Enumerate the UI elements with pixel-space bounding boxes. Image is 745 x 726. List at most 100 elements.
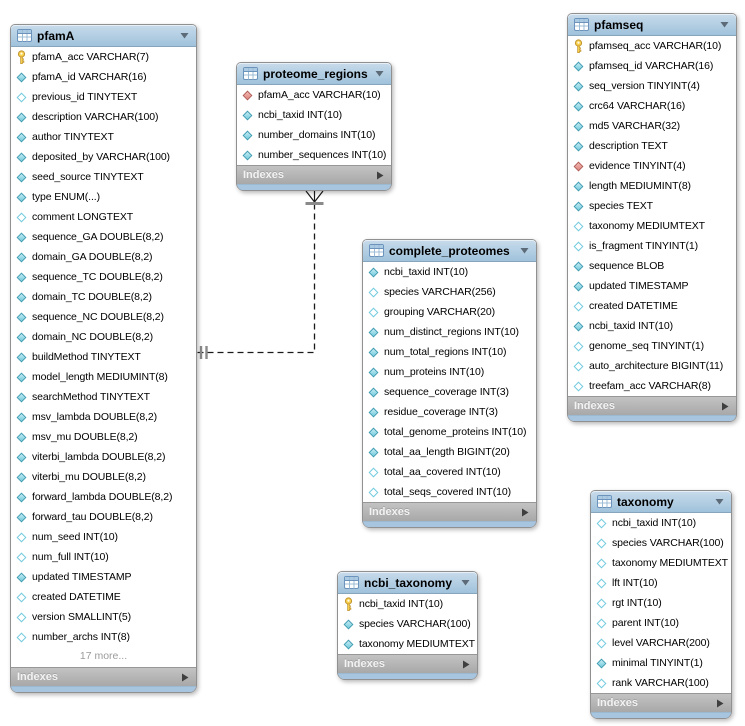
expand-arrow-icon[interactable] bbox=[376, 171, 384, 180]
column-row[interactable]: domain_GA DOUBLE(8,2) bbox=[11, 247, 196, 267]
column-row[interactable]: ncbi_taxid INT(10) bbox=[338, 594, 477, 614]
column-row[interactable]: species VARCHAR(100) bbox=[591, 533, 731, 553]
column-row[interactable]: comment LONGTEXT bbox=[11, 207, 196, 227]
column-row[interactable]: num_full INT(10) bbox=[11, 547, 196, 567]
column-row[interactable]: sequence_GA DOUBLE(8,2) bbox=[11, 227, 196, 247]
more-columns-indicator[interactable]: 17 more... bbox=[79, 650, 128, 662]
column-row[interactable]: species TEXT bbox=[568, 196, 736, 216]
column-row[interactable]: sequence_coverage INT(3) bbox=[363, 382, 536, 402]
column-row[interactable]: deposited_by VARCHAR(100) bbox=[11, 147, 196, 167]
table-header[interactable]: ncbi_taxonomy bbox=[338, 572, 477, 594]
column-row[interactable]: lft INT(10) bbox=[591, 573, 731, 593]
relationship-line[interactable] bbox=[197, 205, 316, 354]
db-table-complete_proteomes[interactable]: complete_proteomes ncbi_taxid INT(10) sp… bbox=[362, 239, 537, 528]
indexes-footer[interactable]: Indexes bbox=[568, 396, 736, 415]
column-row[interactable]: seed_source TINYTEXT bbox=[11, 167, 196, 187]
column-row[interactable]: parent INT(10) bbox=[591, 613, 731, 633]
column-row[interactable]: buildMethod TINYTEXT bbox=[11, 347, 196, 367]
column-row[interactable]: num_seed INT(10) bbox=[11, 527, 196, 547]
column-row[interactable]: minimal TINYINT(1) bbox=[591, 653, 731, 673]
column-row[interactable]: pfamseq_acc VARCHAR(10) bbox=[568, 36, 736, 56]
column-row[interactable]: number_sequences INT(10) bbox=[237, 145, 391, 165]
column-row[interactable]: model_length MEDIUMINT(8) bbox=[11, 367, 196, 387]
column-row[interactable]: taxonomy MEDIUMTEXT bbox=[591, 553, 731, 573]
column-row[interactable]: created DATETIME bbox=[568, 296, 736, 316]
column-row[interactable]: species VARCHAR(100) bbox=[338, 614, 477, 634]
column-row[interactable]: forward_lambda DOUBLE(8,2) bbox=[11, 487, 196, 507]
column-row[interactable]: auto_architecture BIGINT(11) bbox=[568, 356, 736, 376]
column-row[interactable]: description VARCHAR(100) bbox=[11, 107, 196, 127]
table-header[interactable]: proteome_regions bbox=[237, 63, 391, 85]
collapse-arrow-icon[interactable] bbox=[375, 70, 384, 77]
column-row[interactable]: crc64 VARCHAR(16) bbox=[568, 96, 736, 116]
indexes-footer[interactable]: Indexes bbox=[591, 693, 731, 712]
db-table-ncbi_taxonomy[interactable]: ncbi_taxonomy ncbi_taxid INT(10) species… bbox=[337, 571, 478, 680]
collapse-arrow-icon[interactable] bbox=[180, 32, 189, 39]
column-row[interactable]: number_archs INT(8) bbox=[11, 627, 196, 647]
column-row[interactable]: num_proteins INT(10) bbox=[363, 362, 536, 382]
column-row[interactable]: md5 VARCHAR(32) bbox=[568, 116, 736, 136]
column-row[interactable]: rank VARCHAR(100) bbox=[591, 673, 731, 693]
column-row[interactable]: version SMALLINT(5) bbox=[11, 607, 196, 627]
relationship-proteome_regions-pfamA[interactable] bbox=[197, 190, 324, 359]
column-row[interactable]: grouping VARCHAR(20) bbox=[363, 302, 536, 322]
db-table-proteome_regions[interactable]: proteome_regions pfamA_acc VARCHAR(10) n… bbox=[236, 62, 392, 191]
table-header[interactable]: pfamA bbox=[11, 25, 196, 47]
column-row[interactable]: total_aa_covered INT(10) bbox=[363, 462, 536, 482]
collapse-arrow-icon[interactable] bbox=[461, 579, 470, 586]
table-header[interactable]: taxonomy bbox=[591, 491, 731, 513]
column-row[interactable]: domain_NC DOUBLE(8,2) bbox=[11, 327, 196, 347]
column-row[interactable]: ncbi_taxid INT(10) bbox=[363, 262, 536, 282]
column-row[interactable]: level VARCHAR(200) bbox=[591, 633, 731, 653]
collapse-arrow-icon[interactable] bbox=[720, 21, 729, 28]
column-row[interactable]: pfamA_id VARCHAR(16) bbox=[11, 67, 196, 87]
expand-arrow-icon[interactable] bbox=[721, 402, 729, 411]
column-row[interactable]: seq_version TINYINT(4) bbox=[568, 76, 736, 96]
expand-arrow-icon[interactable] bbox=[521, 508, 529, 517]
column-row[interactable]: genome_seq TINYINT(1) bbox=[568, 336, 736, 356]
column-row[interactable]: description TEXT bbox=[568, 136, 736, 156]
table-header[interactable]: complete_proteomes bbox=[363, 240, 536, 262]
column-row[interactable]: total_aa_length BIGINT(20) bbox=[363, 442, 536, 462]
indexes-footer[interactable]: Indexes bbox=[237, 165, 391, 184]
db-table-taxonomy[interactable]: taxonomy ncbi_taxid INT(10) species VARC… bbox=[590, 490, 732, 719]
collapse-arrow-icon[interactable] bbox=[715, 498, 724, 505]
column-row[interactable]: author TINYTEXT bbox=[11, 127, 196, 147]
column-row[interactable]: total_seqs_covered INT(10) bbox=[363, 482, 536, 502]
column-row[interactable]: num_distinct_regions INT(10) bbox=[363, 322, 536, 342]
column-row[interactable]: viterbi_mu DOUBLE(8,2) bbox=[11, 467, 196, 487]
column-row[interactable]: number_domains INT(10) bbox=[237, 125, 391, 145]
expand-arrow-icon[interactable] bbox=[462, 660, 470, 669]
column-row[interactable]: updated TIMESTAMP bbox=[11, 567, 196, 587]
expand-arrow-icon[interactable] bbox=[181, 673, 189, 682]
indexes-footer[interactable]: Indexes bbox=[338, 654, 477, 673]
column-row[interactable]: pfamA_acc VARCHAR(7) bbox=[11, 47, 196, 67]
column-row[interactable]: sequence_NC DOUBLE(8,2) bbox=[11, 307, 196, 327]
column-row[interactable]: sequence_TC DOUBLE(8,2) bbox=[11, 267, 196, 287]
column-row[interactable]: domain_TC DOUBLE(8,2) bbox=[11, 287, 196, 307]
indexes-footer[interactable]: Indexes bbox=[11, 667, 196, 686]
column-row[interactable]: created DATETIME bbox=[11, 587, 196, 607]
column-row[interactable]: updated TIMESTAMP bbox=[568, 276, 736, 296]
column-row[interactable]: species VARCHAR(256) bbox=[363, 282, 536, 302]
column-row[interactable]: rgt INT(10) bbox=[591, 593, 731, 613]
column-row[interactable]: is_fragment TINYINT(1) bbox=[568, 236, 736, 256]
column-row[interactable]: taxonomy MEDIUMTEXT bbox=[568, 216, 736, 236]
column-row[interactable]: forward_tau DOUBLE(8,2) bbox=[11, 507, 196, 527]
db-table-pfamseq[interactable]: pfamseq pfamseq_acc VARCHAR(10) pfamseq_… bbox=[567, 13, 737, 422]
column-row[interactable]: ncbi_taxid INT(10) bbox=[568, 316, 736, 336]
column-row[interactable]: sequence BLOB bbox=[568, 256, 736, 276]
column-row[interactable]: taxonomy MEDIUMTEXT bbox=[338, 634, 477, 654]
column-row[interactable]: ncbi_taxid INT(10) bbox=[591, 513, 731, 533]
expand-arrow-icon[interactable] bbox=[716, 699, 724, 708]
column-row[interactable]: type ENUM(...) bbox=[11, 187, 196, 207]
column-row[interactable]: previous_id TINYTEXT bbox=[11, 87, 196, 107]
indexes-footer[interactable]: Indexes bbox=[363, 502, 536, 521]
column-row[interactable]: msv_mu DOUBLE(8,2) bbox=[11, 427, 196, 447]
column-row[interactable]: evidence TINYINT(4) bbox=[568, 156, 736, 176]
column-row[interactable]: num_total_regions INT(10) bbox=[363, 342, 536, 362]
column-row[interactable]: length MEDIUMINT(8) bbox=[568, 176, 736, 196]
column-row[interactable]: residue_coverage INT(3) bbox=[363, 402, 536, 422]
collapse-arrow-icon[interactable] bbox=[520, 247, 529, 254]
column-row[interactable]: msv_lambda DOUBLE(8,2) bbox=[11, 407, 196, 427]
